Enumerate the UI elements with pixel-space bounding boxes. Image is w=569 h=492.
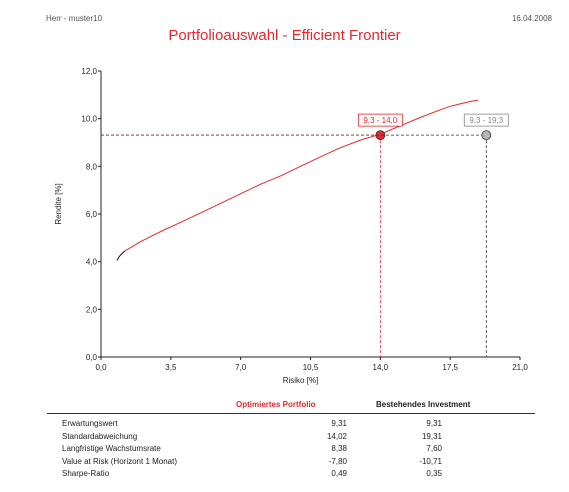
point-marker (481, 130, 492, 141)
x-tick-label: 7,0 (235, 363, 247, 372)
value-optimized: 14,02 (326, 431, 347, 441)
x-tick-label: 14,0 (373, 363, 389, 372)
x-tick-label: 0,0 (95, 363, 107, 372)
value-existing: 19,31 (421, 431, 442, 441)
metric-label: Langfristige Wachstumsrate (62, 444, 161, 453)
y-tick-label: 10,0 (81, 115, 97, 124)
metric-label: Standardabweichung (62, 431, 138, 441)
header-date: 16.04.2008 (511, 14, 552, 23)
x-tick-label: 21,0 (512, 363, 528, 372)
efficient-frontier-chart: 0,0 3,5 7,0 10,5 14,0 17,5 21,0 0,0 2,0 4,0 6,0 8,0… (54, 67, 528, 385)
value-optimized: 8,38 (331, 444, 347, 453)
table-header-rule (47, 413, 535, 414)
column-header-existing: Bestehendes Investment (376, 400, 471, 409)
value-existing: 9,31 (426, 419, 442, 428)
y-tick-label: 6,0 (86, 210, 98, 219)
point-label-box (357, 113, 403, 127)
x-tick-label: 10,5 (303, 363, 319, 372)
y-tick-label: 4,0 (86, 258, 98, 267)
y-tick-label: 0,0 (86, 353, 98, 362)
frontier-line (124, 99, 479, 252)
metric-label: Sharpe-Ratio (62, 469, 110, 478)
y-tick-label: 8,0 (86, 162, 98, 171)
frontier-line-start (116, 250, 126, 261)
x-tick-label: 17,5 (442, 363, 458, 372)
table-row: Standardabweichung 14,02 19,31 (62, 432, 442, 444)
page-title: Portfolioauswahl - Efficient Frontier (168, 27, 401, 44)
x-axis-label: Risiko [%] (283, 376, 319, 385)
metric-label: Value at Risk (Horizont 1 Monat) (62, 456, 178, 466)
point-marker (375, 130, 386, 141)
table-row: Sharpe-Ratio 0,49 0,35 (62, 469, 442, 481)
y-tick-label: 12,0 (81, 67, 97, 76)
column-header-optimized: Optimiertes Portfolio (236, 400, 316, 409)
value-optimized: 0,49 (331, 469, 347, 478)
x-tick-label: 3,5 (165, 363, 177, 372)
value-existing: 0,35 (426, 469, 442, 478)
point-label: 9,3 - 14,0 (363, 116, 397, 125)
table-row: Erwartungswert 9,31 9,31 (62, 419, 442, 431)
value-optimized: -7,80 (328, 456, 347, 466)
y-axis-label: Rendite [%] (54, 183, 63, 224)
metric-label: Erwartungswert (62, 419, 118, 428)
point-label: 9,3 - 19,3 (469, 116, 503, 125)
value-existing: 7,60 (426, 444, 442, 453)
point-label-box (463, 113, 509, 127)
table-row: Langfristige Wachstumsrate 8,38 7,60 (62, 444, 442, 456)
y-tick-label: 2,0 (86, 305, 98, 314)
header-client: Herr - muster10 (46, 14, 103, 23)
value-existing: -10,71 (419, 456, 442, 466)
value-optimized: 9,31 (331, 419, 347, 428)
table-row: Value at Risk (Horizont 1 Monat) -7,80 -10… (62, 457, 442, 469)
